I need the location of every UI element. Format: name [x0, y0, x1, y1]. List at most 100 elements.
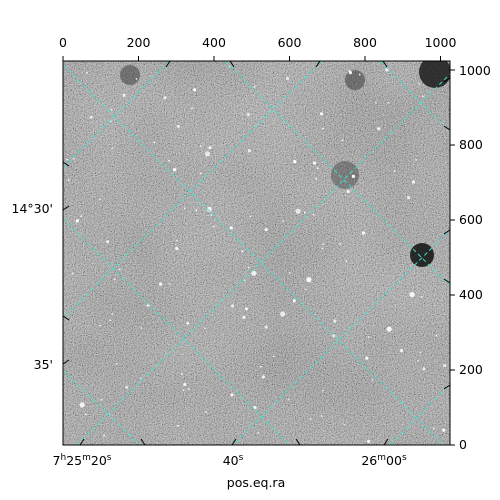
star [193, 88, 197, 92]
star [122, 93, 126, 97]
star [249, 215, 252, 218]
ra-label-first: 7h25m20s [53, 453, 112, 468]
star [241, 250, 244, 253]
right-tick-labels: 0 200 400 600 800 1000 [459, 63, 491, 452]
right-tick-label: 600 [459, 212, 483, 227]
star [442, 428, 446, 432]
star [443, 364, 447, 368]
star [109, 319, 112, 321]
star [251, 270, 257, 276]
star [204, 151, 210, 157]
top-tick-label: 400 [202, 35, 226, 50]
star [191, 107, 193, 109]
top-tick-label: 600 [278, 35, 302, 50]
star [313, 161, 317, 165]
grid-line [389, 383, 450, 445]
star [316, 167, 319, 170]
star [244, 307, 248, 311]
right-tick-label: 0 [459, 437, 467, 452]
star [210, 214, 213, 217]
star [422, 367, 426, 371]
star [315, 177, 317, 180]
star [385, 68, 389, 72]
dec-label: 35' [34, 357, 53, 372]
star [345, 260, 348, 262]
top-tick-label: 1000 [425, 35, 457, 50]
star [386, 326, 392, 332]
star [309, 418, 312, 420]
star [79, 402, 85, 408]
star [176, 239, 178, 242]
star [341, 139, 344, 142]
star [416, 359, 419, 362]
star [118, 268, 121, 271]
star [415, 158, 417, 161]
right-tick-label: 400 [459, 287, 483, 302]
x-axis-label: pos.eq.ra [227, 475, 285, 490]
star [80, 215, 83, 218]
star [247, 149, 251, 153]
star [261, 375, 265, 379]
star [339, 243, 341, 245]
star [72, 157, 75, 160]
star [115, 362, 118, 365]
grid-line [224, 61, 450, 287]
star [321, 247, 324, 250]
star [371, 379, 374, 381]
star [204, 327, 206, 330]
star [206, 206, 212, 212]
star [306, 277, 312, 283]
dec-label: 14°30' [12, 201, 54, 216]
star [346, 189, 350, 193]
top-tick-label: 800 [353, 35, 377, 50]
star [322, 243, 325, 246]
star [289, 272, 291, 274]
star [99, 324, 102, 327]
star [419, 351, 422, 354]
star [400, 349, 404, 353]
star [421, 95, 424, 98]
star [125, 385, 129, 389]
star [230, 393, 234, 397]
star [100, 398, 103, 401]
star [332, 334, 336, 338]
star [168, 282, 171, 285]
grid-line [63, 61, 323, 319]
star [333, 319, 337, 323]
star [230, 304, 234, 308]
star [418, 82, 420, 85]
star [175, 246, 179, 251]
star [348, 71, 352, 75]
top-tick-label: 0 [59, 35, 67, 50]
star [435, 334, 438, 337]
star [159, 282, 163, 286]
star [351, 174, 355, 178]
star [304, 211, 306, 214]
star [358, 73, 361, 76]
star [343, 423, 346, 426]
star [264, 325, 268, 329]
star [393, 170, 396, 172]
star [242, 315, 246, 319]
right-axis [450, 69, 455, 446]
star [111, 147, 114, 150]
top-tick-labels: 0 200 400 600 800 1000 [59, 35, 456, 50]
plot-frame [62, 60, 451, 446]
star [89, 115, 93, 119]
star [246, 113, 250, 117]
star [86, 71, 88, 74]
star [312, 213, 315, 216]
star [272, 355, 275, 358]
star [153, 141, 156, 144]
star [176, 124, 180, 128]
grid-line [379, 61, 450, 133]
star [229, 226, 233, 230]
star [420, 295, 423, 298]
star [72, 272, 74, 275]
star [99, 198, 101, 201]
star [292, 299, 296, 303]
star [406, 196, 411, 200]
star [182, 389, 185, 391]
right-tick-label: 800 [459, 137, 483, 152]
